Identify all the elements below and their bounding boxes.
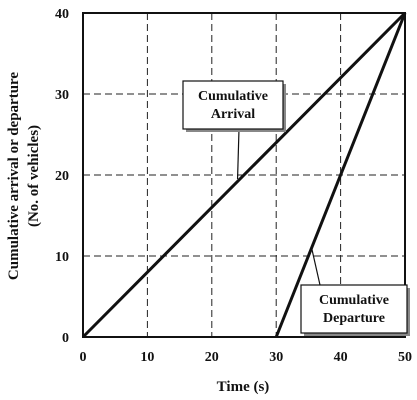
y-tick-label: 0 xyxy=(62,331,69,346)
series-lines xyxy=(81,11,407,339)
callout-leader xyxy=(236,128,240,180)
callout-label: Arrival xyxy=(211,107,255,122)
series-line-1 xyxy=(274,12,407,338)
callout-box xyxy=(182,80,284,130)
x-tick-label: 40 xyxy=(334,350,348,365)
y-tick-label: 20 xyxy=(55,169,69,184)
x-tick-label: 0 xyxy=(80,350,87,365)
x-tick-label: 10 xyxy=(140,350,154,365)
callouts: Cumulative Arrival Cumulative Departure xyxy=(182,80,410,336)
x-tick-label: 50 xyxy=(398,350,412,365)
y-axis-subtitle: (No. of vehicles) xyxy=(26,125,42,227)
callout-box xyxy=(300,284,408,334)
x-tick-label: 30 xyxy=(269,350,283,365)
tick-labels: 0 10 20 30 40 50 0 10 20 30 40 xyxy=(55,7,412,365)
y-tick-label: 40 xyxy=(55,7,69,22)
plot-frame xyxy=(82,12,406,338)
x-axis-title: Time (s) xyxy=(217,379,270,395)
y-tick-label: 10 xyxy=(55,250,69,265)
y-tick-label: 30 xyxy=(55,88,69,103)
callout-label: Departure xyxy=(323,311,385,326)
callout-label: Cumulative xyxy=(198,89,268,104)
series-line-0 xyxy=(81,11,407,339)
callout-leader xyxy=(311,247,321,286)
x-tick-label: 20 xyxy=(205,350,219,365)
y-axis-title: Cumulative arrival or departure xyxy=(6,72,22,281)
callout-label: Cumulative xyxy=(319,293,389,308)
